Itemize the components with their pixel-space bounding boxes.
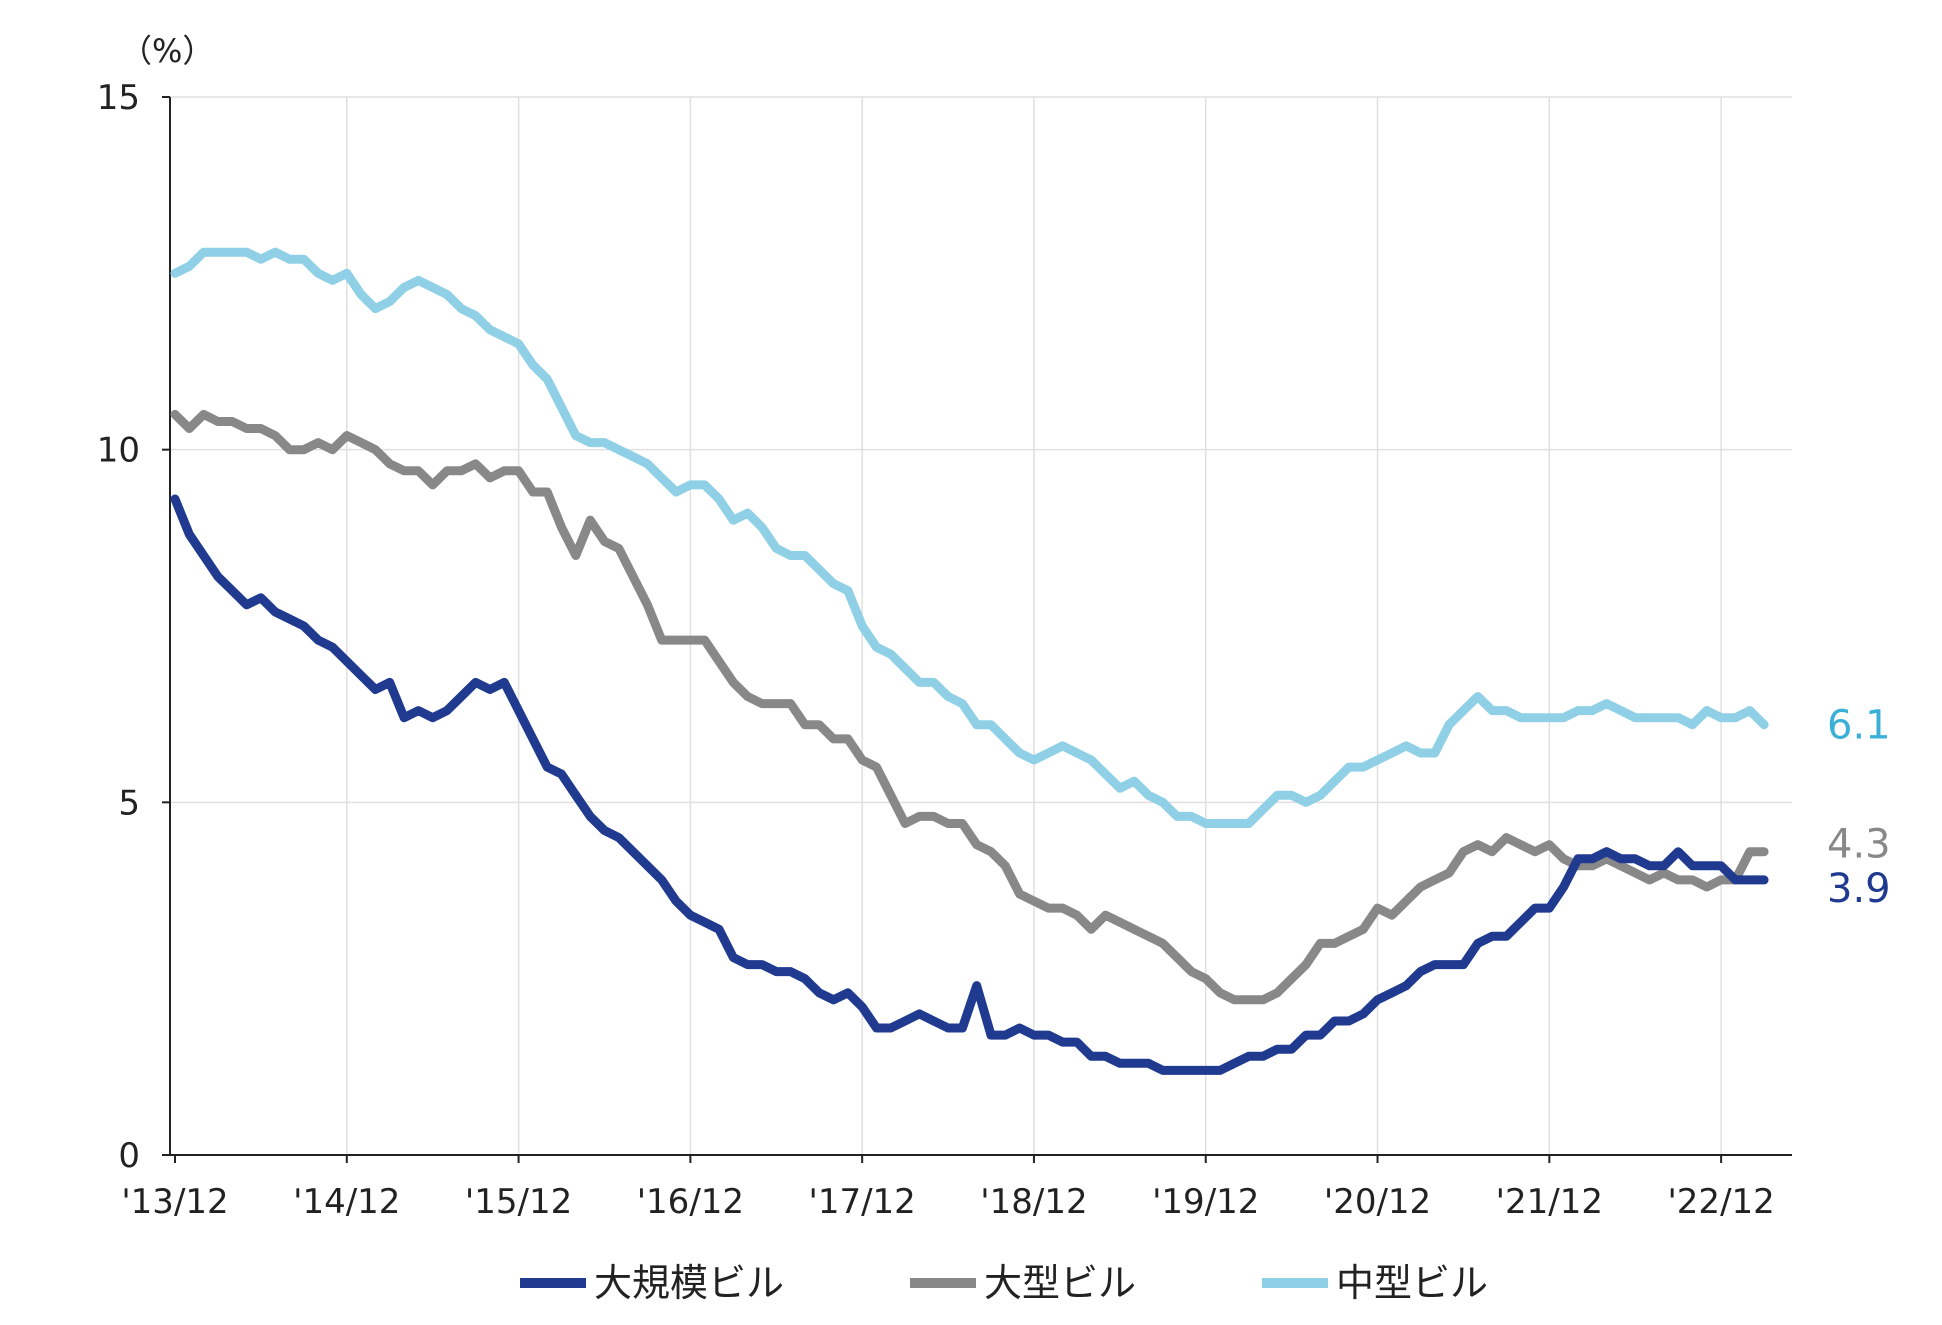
x-tick-labels: '13/12 '14/12 '15/12 '16/12 '17/12 '18/12 '19/… <box>121 1182 1774 1222</box>
x-tick-label: '17/12 <box>808 1182 915 1222</box>
end-value-label-0: 3.9 <box>1827 866 1891 912</box>
y-tick-label: 15 <box>97 78 140 118</box>
x-tick-label: '15/12 <box>465 1182 572 1222</box>
x-tick-label: '16/12 <box>637 1182 744 1222</box>
axes <box>162 96 1792 1163</box>
legend-label-1: 大型ビル <box>984 1261 1136 1305</box>
x-tick-label: '14/12 <box>293 1182 400 1222</box>
gridlines <box>170 96 1792 1155</box>
legend-label-2: 中型ビル <box>1336 1261 1488 1305</box>
series-line-2 <box>170 247 1769 828</box>
y-unit-label: （%） <box>120 32 214 70</box>
legend: 大規模ビル 大型ビル 中型ビル <box>520 1261 1488 1305</box>
series-lines <box>170 247 1769 1075</box>
end-value-label-2: 6.1 <box>1827 703 1891 749</box>
y-tick-label: 0 <box>118 1136 140 1176</box>
y-tick-label: 10 <box>97 431 140 471</box>
x-tick-label: '20/12 <box>1324 1182 1431 1222</box>
end-value-label-1: 4.3 <box>1827 822 1891 868</box>
y-tick-labels: 0 5 10 15 <box>97 78 140 1176</box>
x-tick-label: '22/12 <box>1667 1182 1774 1222</box>
x-tick-label: '13/12 <box>121 1182 228 1222</box>
legend-label-0: 大規模ビル <box>594 1261 784 1305</box>
x-tick-label: '18/12 <box>980 1182 1087 1222</box>
end-value-labels: 3.94.3 6.1 <box>1827 703 1891 912</box>
y-tick-label: 5 <box>118 783 140 823</box>
series-line-1 <box>170 409 1769 1005</box>
x-tick-label: '21/12 <box>1496 1182 1603 1222</box>
series-line-0 <box>170 494 1769 1075</box>
x-tick-label: '19/12 <box>1152 1182 1259 1222</box>
